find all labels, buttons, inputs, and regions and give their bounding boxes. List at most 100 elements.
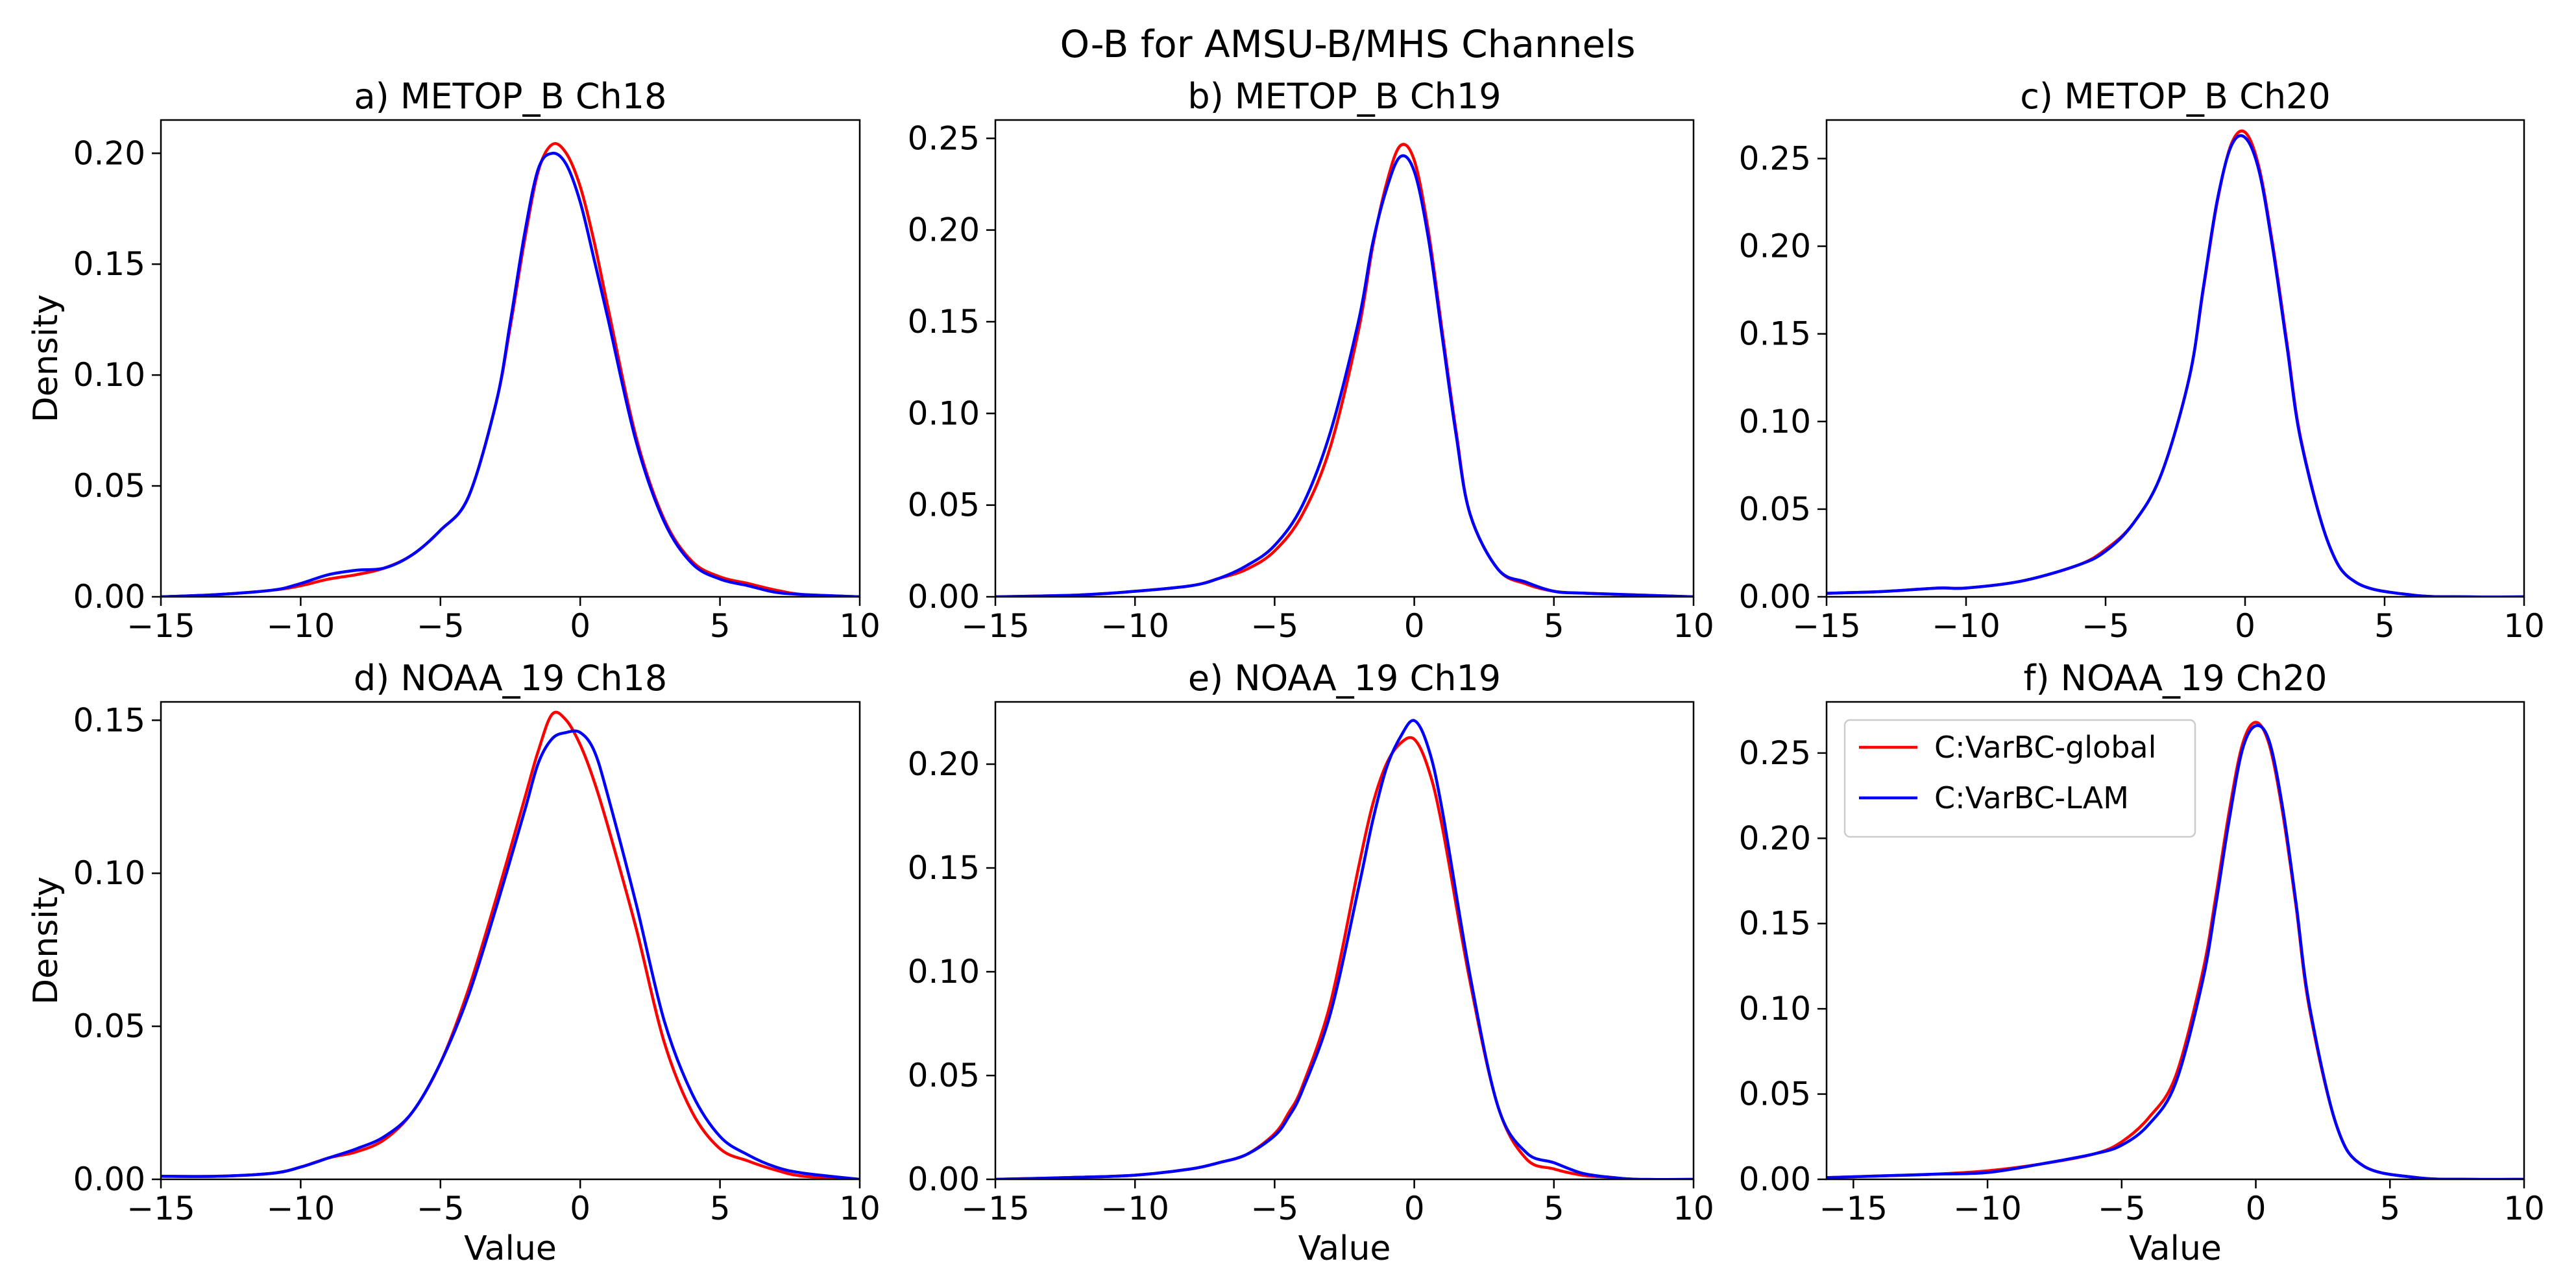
series-line-lam xyxy=(995,154,1694,597)
y-tick-label: 0.05 xyxy=(73,1007,145,1045)
y-tick-label: 0.10 xyxy=(908,394,980,432)
x-tick-label: −15 xyxy=(127,1190,195,1227)
legend-label: C:VarBC-global xyxy=(1934,730,2156,765)
y-tick-label: 0.05 xyxy=(1739,490,1811,528)
x-tick-label: 10 xyxy=(839,1190,881,1227)
y-tick-label: 0.05 xyxy=(908,1057,980,1094)
x-tick-label: 5 xyxy=(2379,1190,2400,1227)
y-tick-label: 0.15 xyxy=(1739,905,1811,943)
y-tick-label: 0.00 xyxy=(73,578,145,616)
x-tick-label: −5 xyxy=(417,1190,465,1227)
x-tick-label: 0 xyxy=(570,607,590,645)
panel-title: c) METOP_B Ch20 xyxy=(2020,76,2331,117)
x-axis-label: Value xyxy=(464,1229,557,1268)
axes-frame xyxy=(994,701,1695,1181)
y-tick-label: 0.00 xyxy=(908,1161,980,1198)
panel-f: −15 −10 −5 0 5 10 0.00 0.05 0.10 0.15 0.20 0.25 f) N… xyxy=(1739,658,2545,1268)
x-axis-label: Value xyxy=(1298,1229,1391,1268)
x-tick-label: −5 xyxy=(2098,1190,2146,1227)
x-tick-label: −10 xyxy=(267,607,335,645)
y-tick-label: 0.00 xyxy=(1739,1161,1811,1198)
y-tick-label: 0.10 xyxy=(1739,990,1811,1028)
panel-title: e) NOAA_19 Ch19 xyxy=(1188,658,1501,699)
x-tick-label: −15 xyxy=(1819,1190,1888,1227)
y-tick-label: 0.05 xyxy=(73,467,145,505)
x-tick-label: 5 xyxy=(710,607,731,645)
axes-frame xyxy=(994,119,1695,598)
y-tick-label: 0.05 xyxy=(1739,1076,1811,1113)
y-tick-label: 0.10 xyxy=(1739,403,1811,440)
y-tick-label: 0.20 xyxy=(73,134,145,172)
y-tick-label: 0.15 xyxy=(73,701,145,739)
y-tick-label: 0.00 xyxy=(1739,578,1811,616)
x-tick-label: 5 xyxy=(710,1190,731,1227)
y-axis-label: Density xyxy=(27,876,66,1005)
panel-e: −15 −10 −5 0 5 10 0.00 0.05 0.10 0.15 0.20 e) NOAA_… xyxy=(908,658,1714,1268)
y-tick-label: 0.20 xyxy=(1739,819,1811,857)
x-tick-label: −5 xyxy=(2082,607,2130,645)
x-axis-label: Value xyxy=(2129,1229,2222,1268)
x-tick-label: −15 xyxy=(127,607,195,645)
series-line-global xyxy=(1827,129,2524,597)
x-tick-label: 0 xyxy=(2235,607,2255,645)
series-line-global xyxy=(995,143,1694,597)
series-line-lam xyxy=(1827,724,2524,1179)
x-tick-label: −5 xyxy=(1251,1190,1299,1227)
axes-frame xyxy=(160,119,861,598)
x-tick-label: 0 xyxy=(1404,607,1425,645)
panel-d: −15 −10 −5 0 5 10 0.00 0.05 0.10 0.15 d) NOAA_19 C… xyxy=(27,658,881,1268)
y-tick-label: 0.15 xyxy=(1739,315,1811,353)
y-tick-label: 0.10 xyxy=(73,854,145,892)
series-line-lam xyxy=(1827,134,2524,597)
y-tick-label: 0.25 xyxy=(1739,139,1811,177)
x-tick-label: 10 xyxy=(2503,607,2545,645)
x-tick-label: 10 xyxy=(2503,1190,2545,1227)
figure-title: O-B for AMSU-B/MHS Channels xyxy=(1060,22,1636,66)
series-line-global xyxy=(161,710,860,1179)
y-tick-label: 0.20 xyxy=(908,211,980,249)
x-tick-label: 0 xyxy=(1404,1190,1425,1227)
y-tick-label: 0.15 xyxy=(908,849,980,887)
axes-frame xyxy=(1825,701,2525,1181)
y-tick-label: 0.10 xyxy=(908,953,980,991)
series-line-lam xyxy=(161,151,860,597)
panel-title: d) NOAA_19 Ch18 xyxy=(354,658,667,699)
y-tick-label: 0.10 xyxy=(73,356,145,394)
y-tick-label: 0.05 xyxy=(908,487,980,524)
y-tick-label: 0.20 xyxy=(908,745,980,783)
x-tick-label: −15 xyxy=(1792,607,1861,645)
x-tick-label: 0 xyxy=(2246,1190,2266,1227)
x-tick-label: 10 xyxy=(1673,1190,1714,1227)
panel-c: −15 −10 −5 0 5 10 0.00 0.05 0.10 0.15 0.20 0.25 c) M… xyxy=(1739,76,2545,645)
panel-title: f) NOAA_19 Ch20 xyxy=(2023,658,2327,699)
x-tick-label: 10 xyxy=(1673,607,1714,645)
panels: −15 −10 −5 0 5 10 0.00 0.05 0.10 0.15 0.20 a) METOP… xyxy=(27,76,2545,1268)
x-tick-label: 0 xyxy=(570,1190,590,1227)
x-tick-label: −15 xyxy=(961,1190,1030,1227)
series-line-global xyxy=(161,142,860,597)
legend: C:VarBC-global C:VarBC-LAM xyxy=(1843,719,2196,838)
x-tick-label: −10 xyxy=(267,1190,335,1227)
y-tick-label: 0.00 xyxy=(908,578,980,616)
x-tick-label: 10 xyxy=(839,607,881,645)
legend-label: C:VarBC-LAM xyxy=(1934,780,2129,815)
panel-a: −15 −10 −5 0 5 10 0.00 0.05 0.10 0.15 0.20 a) METOP… xyxy=(27,76,881,645)
panel-title: b) METOP_B Ch19 xyxy=(1187,76,1501,117)
series-line-lam xyxy=(161,729,860,1179)
x-tick-label: −5 xyxy=(1251,607,1299,645)
axes-frame xyxy=(160,701,861,1181)
y-tick-label: 0.15 xyxy=(73,245,145,283)
x-tick-label: −10 xyxy=(1100,607,1169,645)
x-tick-label: 5 xyxy=(1544,607,1564,645)
y-tick-label: 0.00 xyxy=(73,1161,145,1198)
y-tick-label: 0.15 xyxy=(908,303,980,341)
y-tick-label: 0.20 xyxy=(1739,228,1811,265)
x-tick-label: −15 xyxy=(961,607,1030,645)
y-tick-label: 0.25 xyxy=(908,119,980,157)
y-axis-label: Density xyxy=(27,295,66,423)
panel-title: a) METOP_B Ch18 xyxy=(354,76,667,117)
axes-frame xyxy=(1825,119,2525,598)
series-line-lam xyxy=(995,719,1694,1179)
legend-box xyxy=(1843,719,2196,838)
